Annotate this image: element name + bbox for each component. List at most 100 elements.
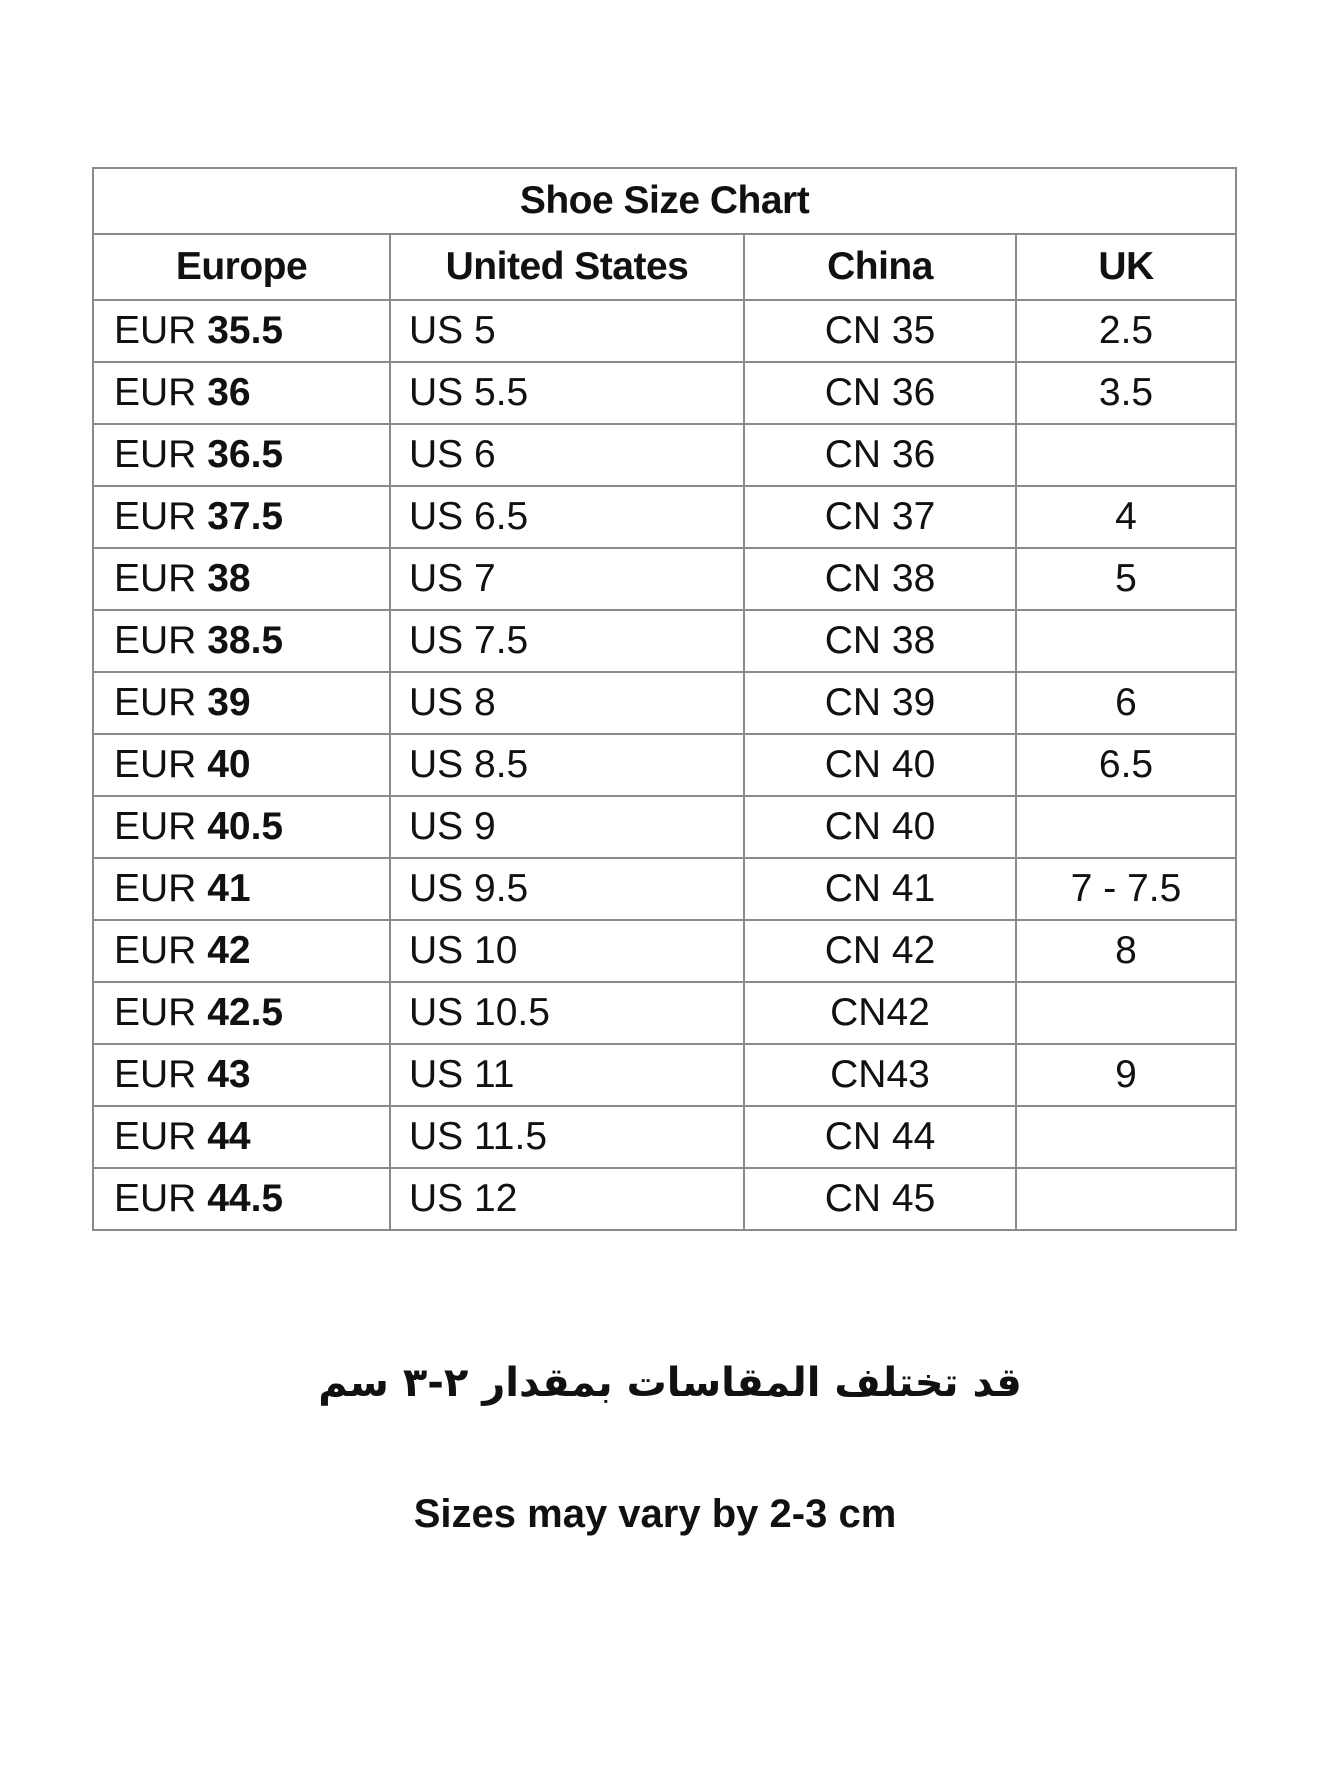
table-row: EUR 36.5 US 6 CN 36 (92, 423, 1238, 487)
eur-size: 37.5 (207, 495, 284, 538)
eur-prefix: EUR (114, 1115, 197, 1158)
europe-cell: EUR 36 (92, 361, 391, 425)
eur-size: 36 (207, 371, 251, 414)
europe-cell: EUR 41 (92, 857, 391, 921)
table-row: EUR 38.5 US 7.5 CN 38 (92, 609, 1238, 673)
table-row: EUR 40.5 US 9 CN 40 (92, 795, 1238, 859)
us-cell: US 12 (389, 1167, 745, 1231)
arabic-note: قد تختلف المقاسات بمقدار ٢-٣ سم (318, 1360, 1022, 1406)
china-cell: CN 42 (743, 919, 1017, 983)
uk-cell (1014, 1167, 1238, 1231)
eur-prefix: EUR (114, 867, 197, 910)
eur-size: 40 (207, 743, 251, 786)
table-row: EUR 40 US 8.5 CN 40 6.5 (92, 733, 1238, 797)
table-row: EUR 38 US 7 CN 38 5 (92, 547, 1238, 611)
table-row: EUR 35.5 US 5 CN 35 2.5 (92, 299, 1238, 363)
china-cell: CN 36 (743, 361, 1017, 425)
eur-size: 40.5 (207, 805, 284, 848)
header-europe: Europe (92, 233, 391, 301)
uk-cell: 4 (1014, 485, 1238, 549)
europe-cell: EUR 40.5 (92, 795, 391, 859)
us-cell: US 5 (389, 299, 745, 363)
eur-size: 38 (207, 557, 251, 600)
europe-cell: EUR 39 (92, 671, 391, 735)
uk-cell: 7 - 7.5 (1014, 857, 1238, 921)
shoe-size-table: Shoe Size Chart Europe United States Chi… (91, 167, 1238, 1231)
us-cell: US 6.5 (389, 485, 745, 549)
eur-prefix: EUR (114, 495, 197, 538)
eur-prefix: EUR (114, 743, 197, 786)
china-cell: CN 38 (743, 609, 1017, 673)
eur-prefix: EUR (114, 1177, 197, 1220)
english-note: Sizes may vary by 2-3 cm (413, 1492, 897, 1536)
eur-size: 42 (207, 929, 251, 972)
uk-cell (1014, 1105, 1238, 1169)
europe-cell: EUR 37.5 (92, 485, 391, 549)
eur-prefix: EUR (114, 557, 197, 600)
europe-cell: EUR 36.5 (92, 423, 391, 487)
table-row: EUR 39 US 8 CN 39 6 (92, 671, 1238, 735)
eur-prefix: EUR (114, 681, 197, 724)
uk-cell: 8 (1014, 919, 1238, 983)
china-cell: CN 40 (743, 733, 1017, 797)
uk-cell (1014, 423, 1238, 487)
eur-size: 43 (207, 1053, 251, 1096)
us-cell: US 7 (389, 547, 745, 611)
header-united-states: United States (389, 233, 745, 301)
europe-cell: EUR 42 (92, 919, 391, 983)
uk-cell (1014, 795, 1238, 859)
eur-prefix: EUR (114, 1053, 197, 1096)
china-cell: CN 44 (743, 1105, 1017, 1169)
europe-cell: EUR 42.5 (92, 981, 391, 1045)
china-cell: CN 39 (743, 671, 1017, 735)
table-row: EUR 41 US 9.5 CN 41 7 - 7.5 (92, 857, 1238, 921)
table-row: EUR 36 US 5.5 CN 36 3.5 (92, 361, 1238, 425)
table-row: EUR 43 US 11 CN43 9 (92, 1043, 1238, 1107)
eur-size: 41 (207, 867, 251, 910)
us-cell: US 11 (389, 1043, 745, 1107)
table-row: EUR 37.5 US 6.5 CN 37 4 (92, 485, 1238, 549)
europe-cell: EUR 44 (92, 1105, 391, 1169)
china-cell: CN42 (743, 981, 1017, 1045)
eur-size: 44.5 (207, 1177, 284, 1220)
table-row: EUR 44.5 US 12 CN 45 (92, 1167, 1238, 1231)
us-cell: US 9 (389, 795, 745, 859)
europe-cell: EUR 38 (92, 547, 391, 611)
china-cell: CN 37 (743, 485, 1017, 549)
europe-cell: EUR 38.5 (92, 609, 391, 673)
us-cell: US 8.5 (389, 733, 745, 797)
uk-cell (1014, 981, 1238, 1045)
eur-size: 35.5 (207, 309, 284, 352)
eur-prefix: EUR (114, 619, 197, 662)
uk-cell: 3.5 (1014, 361, 1238, 425)
us-cell: US 10 (389, 919, 745, 983)
header-uk: UK (1014, 233, 1238, 301)
china-cell: CN 40 (743, 795, 1017, 859)
eur-prefix: EUR (114, 371, 197, 414)
china-cell: CN43 (743, 1043, 1017, 1107)
us-cell: US 11.5 (389, 1105, 745, 1169)
eur-size: 44 (207, 1115, 251, 1158)
europe-cell: EUR 44.5 (92, 1167, 391, 1231)
eur-size: 36.5 (207, 433, 284, 476)
us-cell: US 7.5 (389, 609, 745, 673)
table-row: EUR 42 US 10 CN 42 8 (92, 919, 1238, 983)
uk-cell (1014, 609, 1238, 673)
eur-prefix: EUR (114, 433, 197, 476)
eur-prefix: EUR (114, 991, 197, 1034)
uk-cell: 6 (1014, 671, 1238, 735)
uk-cell: 2.5 (1014, 299, 1238, 363)
us-cell: US 9.5 (389, 857, 745, 921)
eur-size: 38.5 (207, 619, 284, 662)
europe-cell: EUR 35.5 (92, 299, 391, 363)
us-cell: US 10.5 (389, 981, 745, 1045)
eur-prefix: EUR (114, 309, 197, 352)
us-cell: US 6 (389, 423, 745, 487)
china-cell: CN 38 (743, 547, 1017, 611)
eur-size: 42.5 (207, 991, 284, 1034)
eur-prefix: EUR (114, 929, 197, 972)
china-cell: CN 41 (743, 857, 1017, 921)
us-cell: US 8 (389, 671, 745, 735)
china-cell: CN 35 (743, 299, 1017, 363)
uk-cell: 5 (1014, 547, 1238, 611)
